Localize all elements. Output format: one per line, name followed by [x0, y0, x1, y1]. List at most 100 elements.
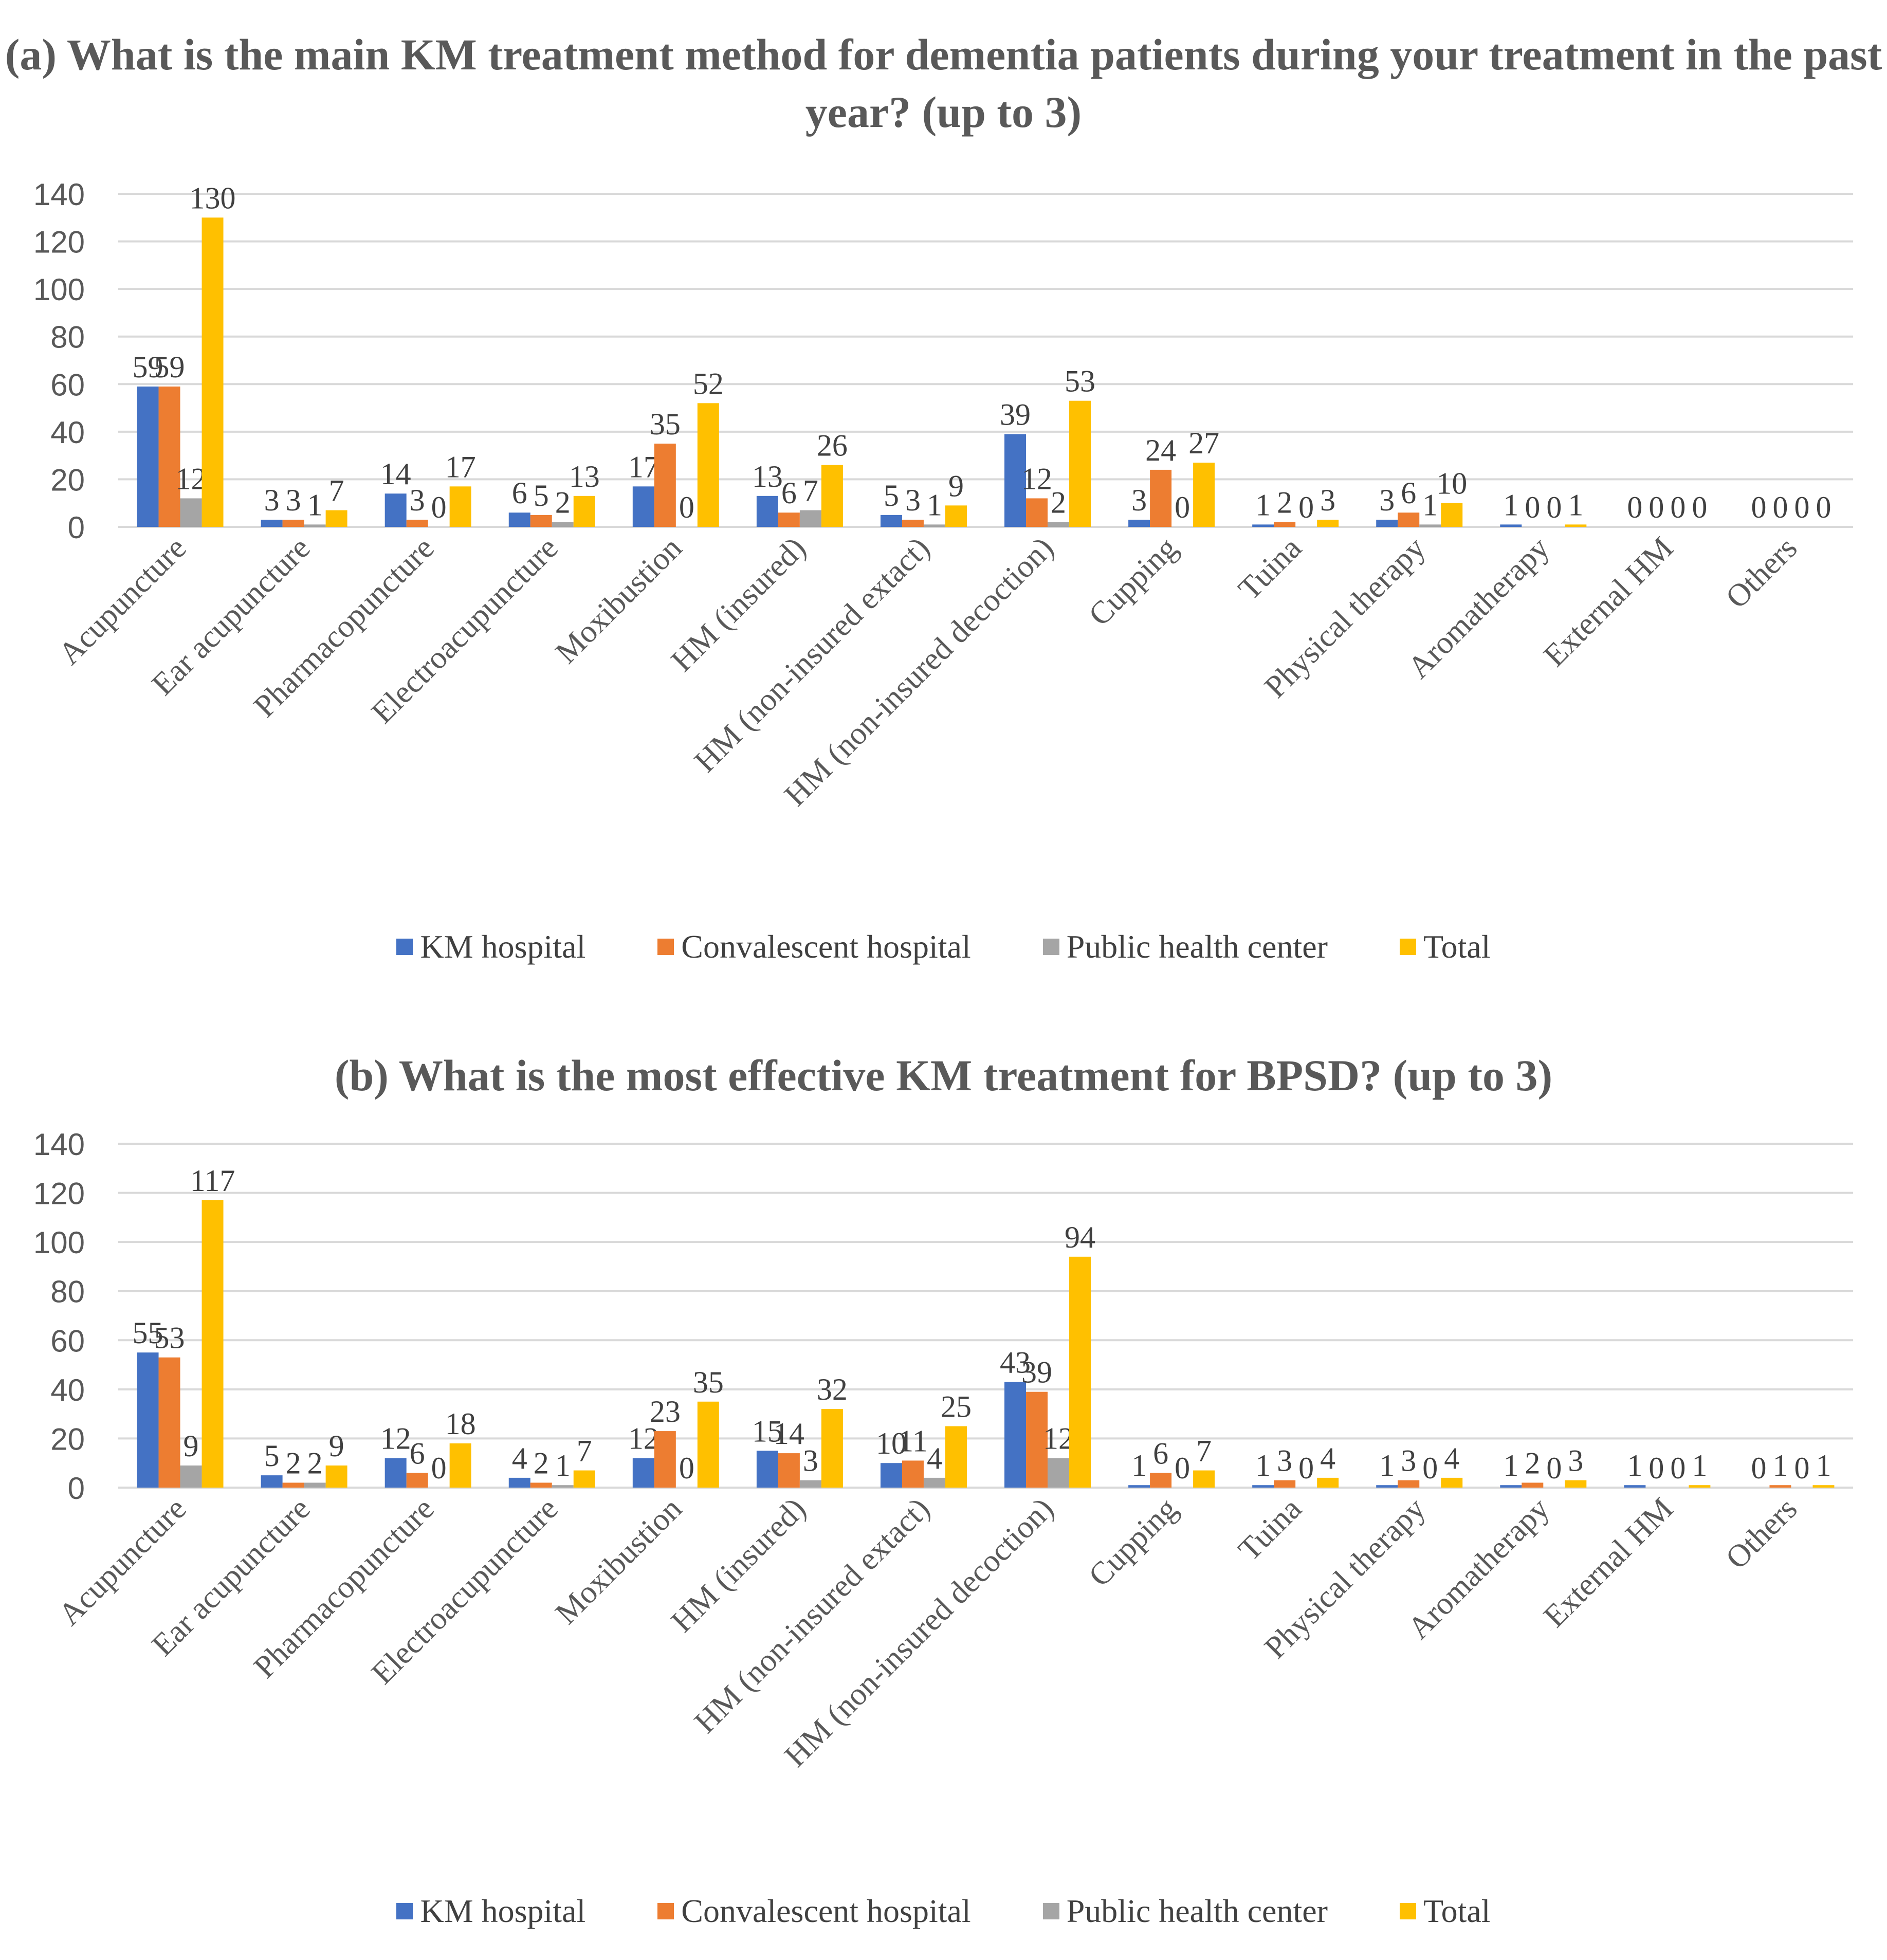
data-label-km-hospital-hm-non-insured-extact: 5	[884, 479, 899, 512]
x-tick-label-moxibustion: Moxibustion	[549, 530, 689, 670]
data-label-convalescent-hospital-cupping: 6	[1153, 1436, 1168, 1470]
bar-km-hospital-physical-therapy	[1376, 520, 1398, 527]
data-label-km-hospital-electroacupuncture: 4	[512, 1441, 527, 1475]
x-tick-label-hm-non-insured-decoction: HM (non-insured decoction)	[778, 1491, 1060, 1774]
bar-total-hm-non-insured-extact	[945, 1426, 967, 1488]
legend-item-public-health-center: Public health center	[1042, 1892, 1328, 1930]
bar-km-hospital-electroacupuncture	[508, 1477, 530, 1488]
data-label-public-health-center-electroacupuncture: 2	[555, 486, 571, 520]
data-label-public-health-center-cupping: 0	[1175, 1451, 1190, 1485]
data-label-km-hospital-aromatherapy: 1	[1503, 1449, 1518, 1482]
legend-label-km-hospital: KM hospital	[420, 928, 586, 965]
chart-title-b: (b) What is the most effective KM treatm…	[334, 1051, 1553, 1100]
data-label-total-electroacupuncture: 13	[569, 460, 600, 493]
data-label-convalescent-hospital-moxibustion: 23	[650, 1395, 681, 1428]
x-tick-label-hm-non-insured-extact: HM (non-insured extact)	[688, 530, 937, 779]
bar-total-ear-acupuncture	[325, 1465, 347, 1488]
bar-public-health-center-hm-non-insured-extact	[923, 524, 945, 527]
data-label-public-health-center-aromatherapy: 0	[1546, 1451, 1562, 1485]
data-label-convalescent-hospital-ear-acupuncture: 2	[286, 1446, 301, 1480]
bar-convalescent-hospital-hm-insured	[778, 512, 800, 527]
bar-public-health-center-electroacupuncture	[552, 1485, 574, 1488]
data-label-km-hospital-cupping: 3	[1131, 483, 1147, 517]
x-tick-label-tuina: Tuina	[1232, 530, 1308, 607]
y-tick-label-80: 80	[50, 320, 85, 355]
data-label-convalescent-hospital-pharmacopuncture: 6	[410, 1436, 425, 1470]
bar-km-hospital-pharmacopuncture	[384, 493, 407, 527]
bar-total-moxibustion	[697, 403, 719, 527]
y-tick-label-0: 0	[68, 1471, 85, 1506]
data-label-convalescent-hospital-physical-therapy: 6	[1401, 476, 1416, 510]
bar-public-health-center-acupuncture	[180, 1465, 202, 1488]
legend-swatch-total	[1399, 939, 1416, 955]
data-label-convalescent-hospital-others: 0	[1772, 490, 1788, 524]
data-label-total-hm-insured: 26	[817, 429, 848, 463]
data-label-km-hospital-hm-non-insured-extact: 10	[876, 1426, 907, 1460]
bar-convalescent-hospital-ear-acupuncture	[282, 520, 304, 527]
data-label-km-hospital-hm-non-insured-decoction: 43	[1000, 1346, 1031, 1380]
bar-total-tuina	[1317, 520, 1339, 527]
data-label-public-health-center-ear-acupuncture: 2	[307, 1446, 323, 1480]
y-tick-label-140: 140	[33, 1127, 85, 1162]
bar-total-physical-therapy	[1441, 503, 1463, 527]
bar-total-pharmacopuncture	[449, 1443, 471, 1488]
legend-item-km-hospital: KM hospital	[396, 928, 585, 966]
data-label-public-health-center-external-hm: 0	[1670, 1451, 1686, 1485]
data-label-convalescent-hospital-electroacupuncture: 2	[534, 1446, 549, 1480]
data-label-convalescent-hospital-hm-non-insured-decoction: 12	[1021, 462, 1052, 496]
data-label-convalescent-hospital-hm-non-insured-extact: 11	[898, 1424, 928, 1458]
bar-km-hospital-tuina	[1252, 1485, 1274, 1488]
legend-label-total: Total	[1423, 928, 1491, 965]
bar-public-health-center-hm-insured	[799, 1480, 821, 1488]
x-tick-label-external-hm: External HM	[1537, 530, 1680, 673]
data-label-convalescent-hospital-ear-acupuncture: 3	[286, 483, 301, 517]
bar-convalescent-hospital-moxibustion	[654, 444, 676, 527]
bar-public-health-center-ear-acupuncture	[304, 1482, 326, 1488]
bar-public-health-center-acupuncture	[180, 498, 202, 527]
bar-km-hospital-cupping	[1128, 520, 1150, 527]
data-label-public-health-center-moxibustion: 0	[679, 1451, 694, 1485]
legend-item-total: Total	[1399, 1892, 1491, 1930]
data-label-public-health-center-external-hm: 0	[1670, 490, 1686, 524]
bar-public-health-center-hm-non-insured-extact	[923, 1477, 945, 1488]
bar-total-hm-non-insured-decoction	[1069, 1256, 1091, 1488]
data-label-total-aromatherapy: 1	[1568, 488, 1583, 522]
data-label-total-acupuncture: 117	[190, 1164, 235, 1198]
bar-total-hm-non-insured-extact	[945, 505, 967, 527]
bar-chart-b: 020406080100120140Acupuncture55539117Ear…	[33, 1127, 1853, 1774]
data-label-km-hospital-external-hm: 0	[1627, 490, 1642, 524]
data-label-km-hospital-electroacupuncture: 6	[512, 476, 527, 510]
bar-public-health-center-hm-non-insured-decoction	[1048, 522, 1070, 527]
legend-label-public-health-center: Public health center	[1066, 1893, 1328, 1929]
bar-total-cupping	[1193, 463, 1215, 527]
chart-panel-b: 0 20 40 60 80 100 120 140 Acupuncture 55 53 9 117 Ear…	[0, 980, 1887, 1960]
bar-convalescent-hospital-cupping	[1150, 1473, 1172, 1488]
x-tick-label-cupping: Cupping	[1082, 530, 1184, 633]
data-label-total-moxibustion: 35	[693, 1365, 724, 1399]
y-tick-label-100: 100	[33, 272, 85, 307]
data-label-convalescent-hospital-pharmacopuncture: 3	[410, 483, 425, 517]
legend-item-convalescent-hospital: Convalescent hospital	[657, 928, 971, 966]
bar-public-health-center-electroacupuncture	[552, 522, 574, 527]
data-label-public-health-center-tuina: 0	[1298, 490, 1314, 524]
bar-public-health-center-physical-therapy	[1419, 524, 1441, 527]
legend-label-convalescent-hospital: Convalescent hospital	[681, 928, 971, 965]
data-label-total-ear-acupuncture: 9	[329, 1429, 344, 1463]
x-tick-label-others: Others	[1719, 1491, 1804, 1576]
y-tick-label-80: 80	[50, 1275, 85, 1309]
y-tick-label-20: 20	[50, 1422, 85, 1456]
bar-total-acupuncture	[201, 217, 224, 527]
y-tick-label-60: 60	[50, 1324, 85, 1358]
data-label-public-health-center-acupuncture: 12	[176, 462, 207, 496]
data-label-public-health-center-physical-therapy: 0	[1422, 1451, 1438, 1485]
data-label-public-health-center-electroacupuncture: 1	[555, 1449, 571, 1482]
legend-label-km-hospital: KM hospital	[420, 1893, 586, 1929]
bar-convalescent-hospital-pharmacopuncture	[406, 520, 428, 527]
bar-total-aromatherapy	[1565, 524, 1587, 527]
bar-km-hospital-tuina	[1252, 524, 1274, 527]
legend-item-total: Total	[1399, 928, 1491, 966]
data-label-km-hospital-moxibustion: 12	[628, 1422, 659, 1456]
bar-convalescent-hospital-hm-non-insured-decoction	[1026, 498, 1048, 527]
y-tick-label-40: 40	[50, 415, 85, 450]
legend-label-public-health-center: Public health center	[1066, 928, 1328, 965]
